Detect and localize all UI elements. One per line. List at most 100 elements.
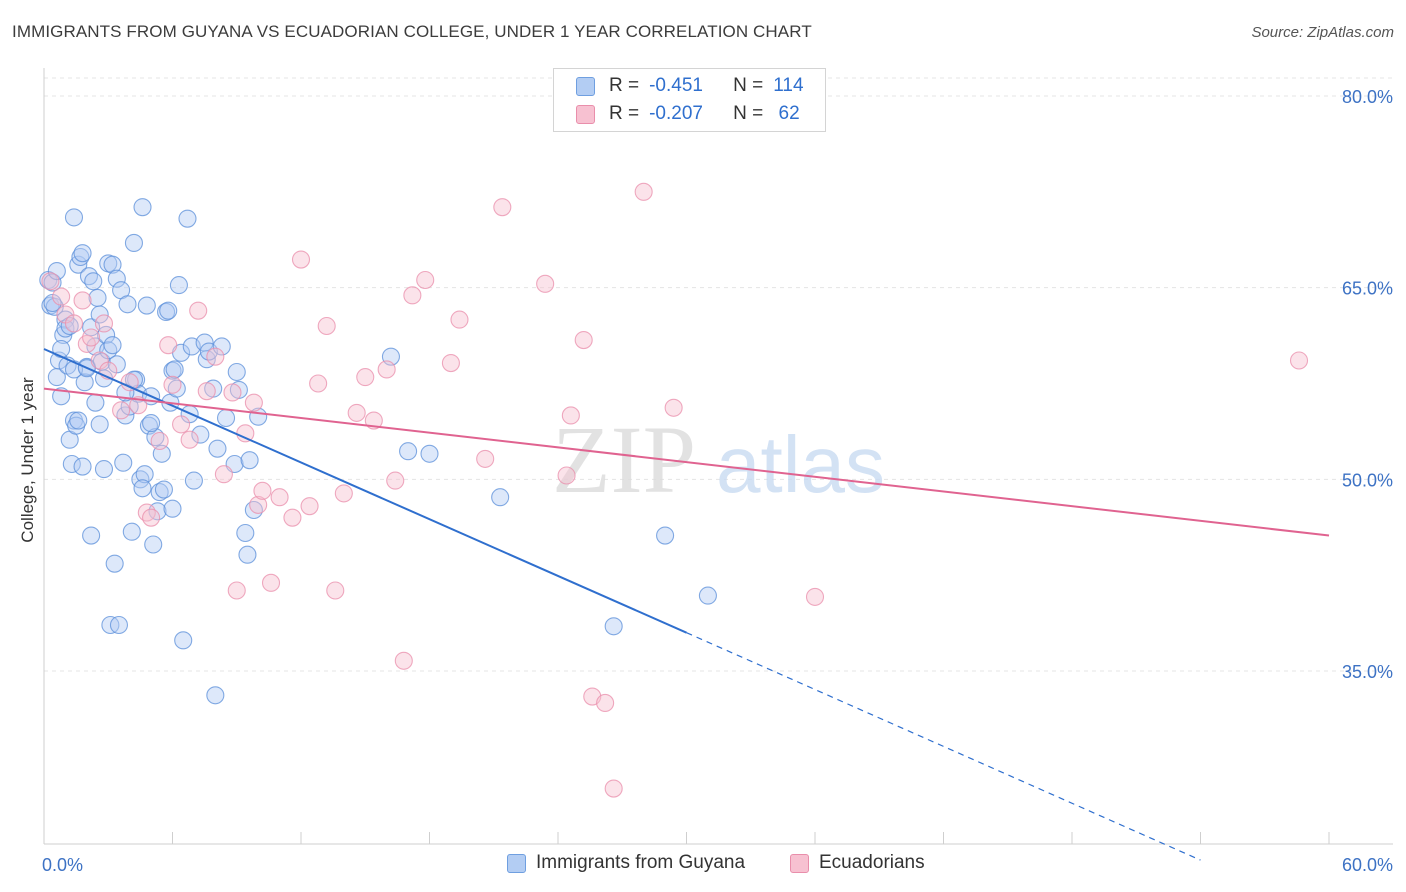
guyana-trend-extension [686,632,1201,861]
chart-title: IMMIGRANTS FROM GUYANA VS ECUADORIAN COL… [12,22,812,41]
watermark: ZIP atlas [552,406,885,513]
r-value: -0.451 [649,75,703,96]
guyana-legend-icon [507,853,526,873]
ecuadorian-point [557,466,576,485]
source-label: Source: ZipAtlas.com [1251,24,1394,41]
stats-legend: R = -0.451 N = 114 R = -0.207 N = 62 [553,68,826,132]
trend-lines [43,348,1330,861]
ecuadorian-point [326,581,345,600]
guyana-point [191,425,210,444]
n-label: N = [733,103,764,124]
ecuadorian-point [120,373,139,392]
guyana-point [133,479,152,498]
guyana-point [47,262,66,281]
guyana-point [69,411,88,430]
n-label: N = [733,75,764,96]
ecuadorian-point [394,651,413,670]
ecuadorian-point [206,347,225,366]
guyana-point [97,325,116,344]
guyana-point [169,276,188,295]
legend-label: Immigrants from Guyana [536,852,746,873]
ecuadorian-point [244,393,263,412]
ecuadorian-point [112,401,131,420]
ecuadorian-point [159,336,178,355]
r-value: -0.207 [649,103,703,124]
guyana-point [184,471,203,490]
ecuadorian-point [52,287,71,306]
ecuadorian-point [227,581,246,600]
ecuadorian-point [596,693,615,712]
y-tick-label: 65.0% [1342,279,1393,299]
guyana-point [154,480,173,499]
guyana-point [82,526,101,545]
guyana-point [144,535,163,554]
ecuadorian-point [64,314,84,333]
guyana-point [206,686,225,705]
data-points [39,182,1309,798]
ecuadorian-point [574,331,593,350]
guyana-point [122,522,141,541]
ecuadorian-point [604,779,623,798]
ecuadorian-point [416,270,435,290]
ecuadorian-point [197,382,216,401]
legend-item-ecuadorians[interactable]: Ecuadorians [790,852,925,874]
guyana-point [103,336,122,355]
watermark-atlas: atlas [716,420,885,509]
guyana-point [64,208,84,227]
ecuadorian-point [249,495,268,514]
guyana-point [159,301,178,320]
ecuadorian-point [300,497,319,516]
ecuadorian-point [403,286,422,305]
ecuadorian-point [142,508,161,527]
ecuadorian-point [283,508,302,527]
guyana-point [105,554,124,573]
ecuadorian-point [334,484,353,503]
ecuadorian-point [261,573,281,592]
axes [43,68,1393,845]
guyana-point [212,337,231,356]
guyana-point [114,453,133,472]
ecuadorian-point [129,396,148,415]
guyana-point [107,269,126,288]
guyana-point [698,586,717,605]
guyana-point [109,615,129,635]
ecuadorian-point [476,449,495,468]
guyana-point [135,465,154,484]
ecuadorian-point [82,328,101,347]
guyana-point [420,444,439,463]
guyana-point [236,523,255,543]
legend-label: Ecuadorians [819,852,925,873]
guyana-point [118,295,137,314]
guyana-point [174,631,193,650]
ecuadorian-point [805,587,825,606]
y-axis-label: College, Under 1 year [18,377,37,543]
ecuadorian-point [634,182,653,201]
ecuadorian-point [291,250,311,269]
guyana-point [491,488,510,507]
r-label: R = [609,75,640,96]
guyana-trend-line [43,348,687,634]
guyana-point [94,460,114,479]
ecuadorian-point [536,274,555,293]
guyana-point [227,362,246,382]
guyana-point [399,442,418,461]
ecuadorian-point [189,301,208,320]
ecuadorian-point [386,471,405,490]
ecuadorian-point [253,481,272,500]
guyana-point [88,288,107,307]
guyana-point [90,415,109,434]
ecuadorian-point [309,374,328,393]
guyana-point [240,451,259,470]
x-tick-labels: 0.0% 60.0% [42,855,1393,875]
n-value: 114 [773,75,804,96]
guyana-point [208,439,227,458]
legend-row-guyana: R = -0.451 N = 114 [576,75,804,97]
legend-item-guyana[interactable]: Immigrants from Guyana [507,852,745,874]
ecuadorian-point [317,316,336,336]
y-tick-labels: 35.0% 50.0% 65.0% 80.0% [1342,87,1393,682]
ecuadorian-point [163,375,182,394]
ecuadorian-point [377,360,396,379]
guyana-point [49,351,69,370]
y-tick-label: 50.0% [1342,470,1393,490]
